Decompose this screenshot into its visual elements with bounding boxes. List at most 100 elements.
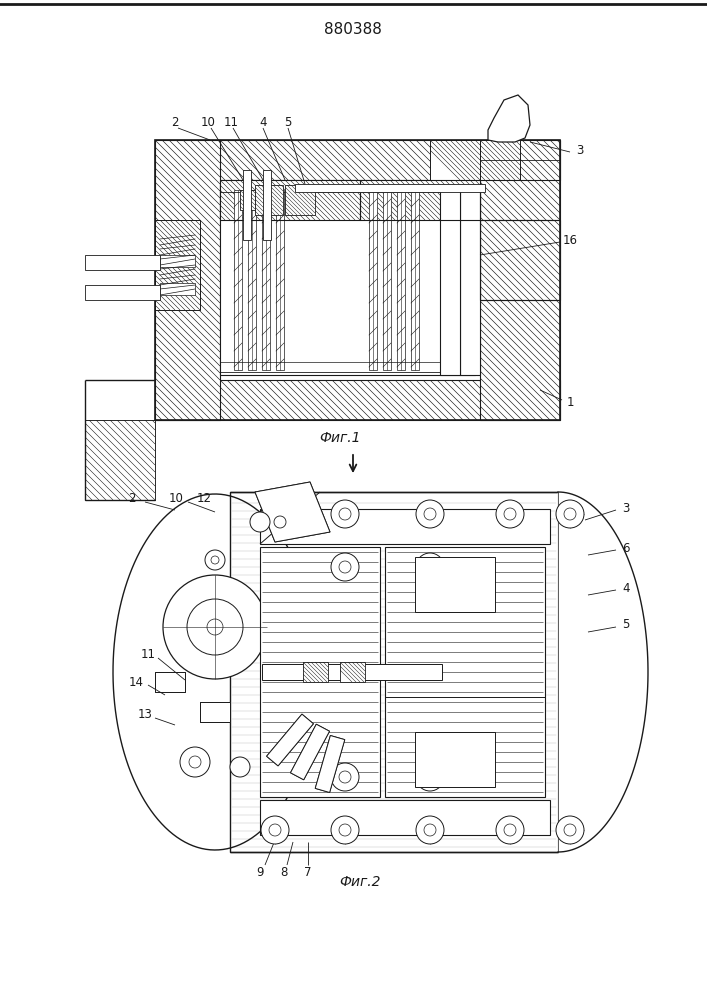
Bar [220,185,475,375]
Bar [85,285,160,300]
Polygon shape [480,140,520,180]
Circle shape [163,575,267,679]
Bar [160,283,195,295]
Circle shape [269,824,281,836]
Circle shape [331,816,359,844]
Polygon shape [315,735,345,793]
Polygon shape [113,494,317,850]
Bar [276,190,284,370]
Polygon shape [155,140,220,420]
Circle shape [274,516,286,528]
Text: 2: 2 [171,115,179,128]
Polygon shape [480,140,560,420]
Circle shape [339,771,351,783]
Circle shape [339,824,351,836]
Polygon shape [480,220,560,300]
Bar [200,702,230,722]
Circle shape [504,508,516,520]
Bar [262,190,270,370]
Polygon shape [255,482,330,542]
Circle shape [424,824,436,836]
Bar [85,255,160,270]
Circle shape [416,500,444,528]
Bar [234,190,242,370]
Bar [230,492,558,852]
Polygon shape [260,492,320,544]
Text: 880388: 880388 [324,21,382,36]
Bar [255,185,283,215]
Polygon shape [255,482,330,542]
Bar [260,547,380,797]
Polygon shape [558,492,648,852]
Text: 8: 8 [280,865,288,879]
Text: 10: 10 [201,115,216,128]
Bar [460,185,480,375]
Text: Фиг.1: Фиг.1 [320,431,361,445]
Bar [160,255,195,267]
Polygon shape [291,724,329,780]
Text: 11: 11 [223,115,238,128]
Text: 10: 10 [168,491,183,504]
Bar [262,664,442,680]
Polygon shape [155,140,560,180]
Bar [360,180,480,220]
Circle shape [331,553,359,581]
Polygon shape [267,714,313,766]
Bar [360,180,480,220]
Bar [260,509,550,544]
Circle shape [564,508,576,520]
Text: 9: 9 [256,865,264,879]
Circle shape [269,508,281,520]
Text: 4: 4 [259,115,267,128]
Bar [155,672,185,692]
Bar [440,185,460,375]
Circle shape [564,824,576,836]
Circle shape [331,500,359,528]
Text: 1: 1 [566,395,574,408]
Circle shape [261,500,289,528]
Polygon shape [155,380,560,420]
Bar [260,800,550,835]
Circle shape [205,550,225,570]
Circle shape [496,816,524,844]
Bar [411,190,419,370]
Bar [155,140,560,420]
Circle shape [187,599,243,655]
Circle shape [180,747,210,777]
Text: 16: 16 [563,233,578,246]
Bar [155,225,200,305]
Bar [383,190,391,370]
Circle shape [189,756,201,768]
Bar [303,662,328,682]
Bar [155,672,185,692]
Polygon shape [430,140,480,180]
Text: 5: 5 [284,115,292,128]
Text: 12: 12 [197,491,211,504]
Circle shape [339,561,351,573]
Polygon shape [315,735,345,793]
Bar [240,190,255,210]
Bar [248,190,256,370]
Circle shape [496,500,524,528]
Bar [220,180,360,220]
Text: 7: 7 [304,865,312,879]
Text: 13: 13 [138,708,153,722]
Bar [285,185,315,215]
Text: 14: 14 [129,676,144,688]
Circle shape [424,771,436,783]
Text: 3: 3 [622,502,630,514]
Circle shape [416,763,444,791]
Polygon shape [85,420,155,500]
Circle shape [416,816,444,844]
Circle shape [416,553,444,581]
Text: 2: 2 [128,491,136,504]
Polygon shape [155,220,200,310]
Text: 5: 5 [622,618,630,632]
Circle shape [556,816,584,844]
Circle shape [211,556,219,564]
Circle shape [424,561,436,573]
Circle shape [331,763,359,791]
Circle shape [504,824,516,836]
Bar [369,190,377,370]
Circle shape [556,500,584,528]
